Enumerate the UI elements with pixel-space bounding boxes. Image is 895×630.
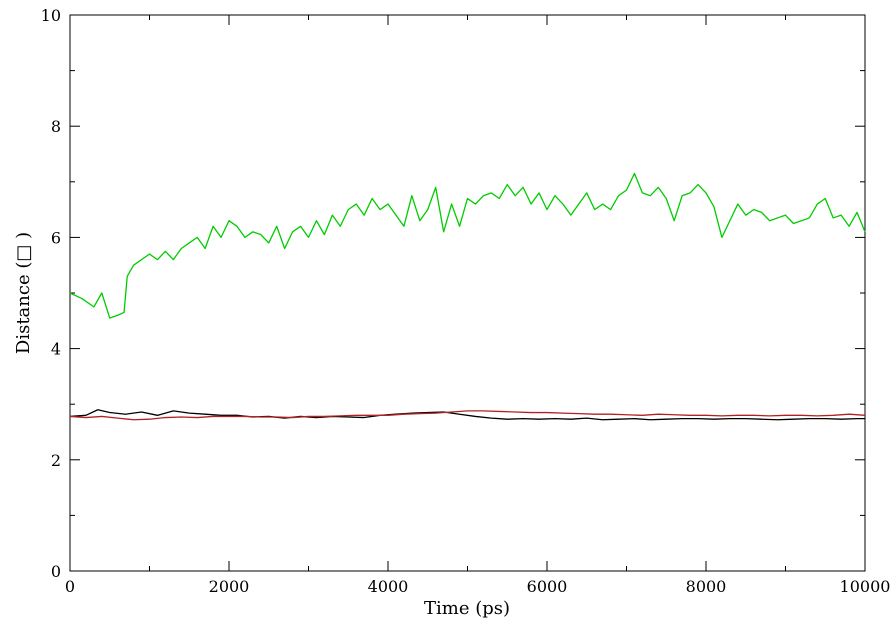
x-axis-label: Time (ps) <box>424 598 510 619</box>
series-line-1 <box>69 172 866 319</box>
plot-frame <box>69 14 866 572</box>
x-tick-label: 8000 <box>686 577 727 596</box>
x-tick-label: 10000 <box>840 577 891 596</box>
y-tick-label: 10 <box>41 6 61 25</box>
y-tick-label: 6 <box>51 228 61 247</box>
y-tick-label: 8 <box>51 117 61 136</box>
y-tick-label: 2 <box>51 451 61 470</box>
y-tick-label: 4 <box>51 340 61 359</box>
x-tick-label: 4000 <box>368 577 409 596</box>
series-line-3 <box>69 410 866 421</box>
series-line-2 <box>69 409 865 421</box>
x-tick-label: 6000 <box>527 577 568 596</box>
x-tick-label: 0 <box>65 577 75 596</box>
series-lines <box>69 172 866 421</box>
x-tick-label: 2000 <box>209 577 250 596</box>
y-tick-label: 0 <box>51 562 61 581</box>
y-axis-label: Distance (□ ) <box>13 232 34 354</box>
axis-tick-labels: 0 2000 4000 6000 8000 10000 0 2 4 6 8 10 <box>41 6 891 596</box>
axis-ticks <box>69 14 866 572</box>
